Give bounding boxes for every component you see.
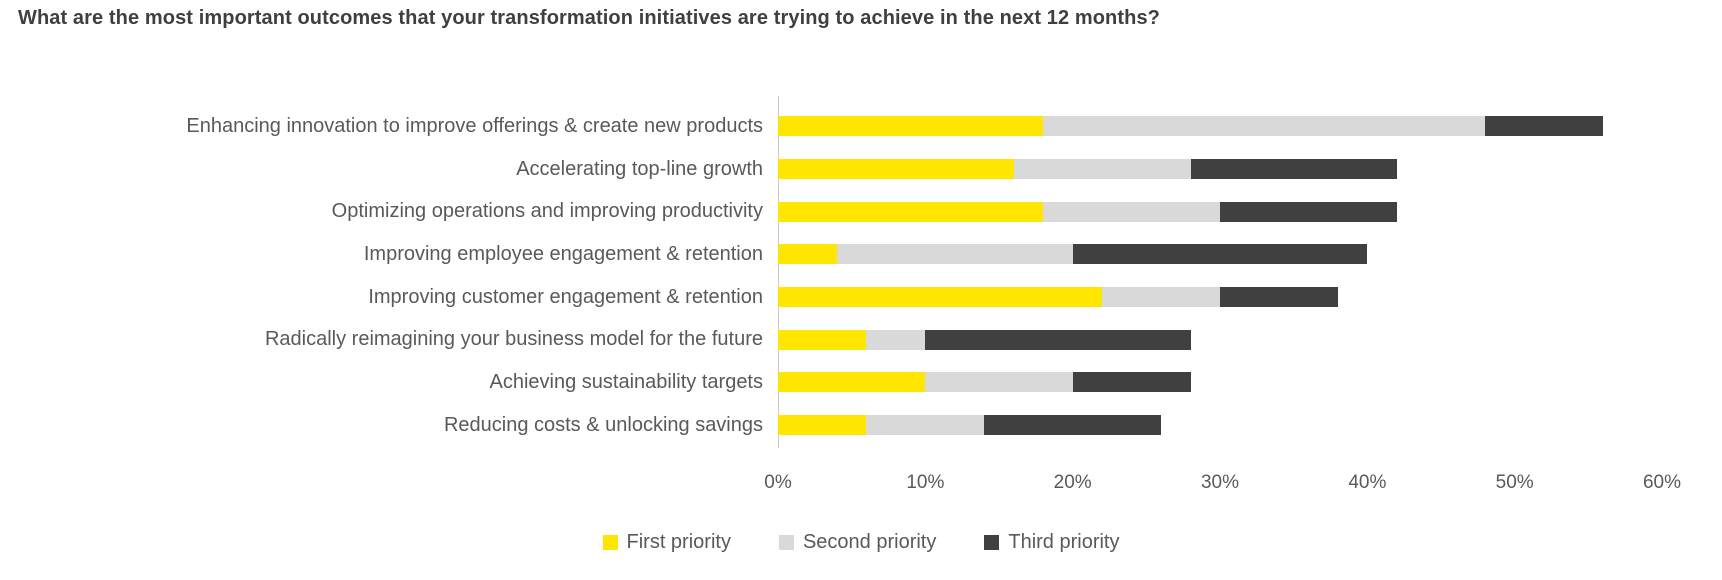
bar-segment-third-priority [1219,287,1338,308]
category-label: Enhancing innovation to improve offering… [186,114,763,137]
legend-label: First priority [626,531,731,553]
legend-label: Second priority [802,531,937,553]
category-label: Accelerating top-line growth [516,157,763,180]
category-label: Achieving sustainability targets [489,370,763,393]
bar-row: Optimizing operations and improving prod… [0,190,1722,233]
legend: First priority Second priority Third prior… [0,531,1722,554]
x-axis-tick: 40% [1348,472,1387,493]
legend-item-first-priority: First priority [602,531,731,554]
bar-segment-third-priority [1072,372,1191,393]
bar-segment-first-priority [778,244,837,265]
x-axis-tick: 60% [1642,472,1682,493]
category-label: Optimizing operations and improving prod… [331,200,763,223]
bar-segment-second-priority [1102,287,1220,308]
bar-rows-container: Enhancing innovation to improve offering… [0,105,1722,447]
bar-row: Radically reimagining your business mode… [0,318,1722,361]
bar-track [778,415,1662,436]
category-label: Radically reimagining your business mode… [264,328,763,351]
bar-segment-second-priority [866,329,926,350]
bar-track [778,159,1662,180]
bar-segment-first-priority [778,201,1044,222]
bar-row: Reducing costs & unlocking savings [0,404,1722,447]
bar-segment-first-priority [778,329,867,350]
x-axis-tick: 0% [764,472,792,493]
bar-segment-third-priority [1485,116,1604,137]
bar-segment-third-priority [1190,159,1397,180]
bar-segment-second-priority [866,415,985,436]
x-axis-tick: 30% [1200,472,1240,493]
bar-row: Achieving sustainability targets [0,361,1722,404]
bar-segment-second-priority [1013,159,1191,180]
bar-track [778,287,1662,308]
bar-row: Accelerating top-line growth [0,148,1722,191]
bar-segment-third-priority [1072,244,1368,265]
bar-segment-second-priority [1043,116,1486,137]
legend-swatch-icon [984,535,1000,550]
category-label: Improving customer engagement & retentio… [368,285,763,308]
x-axis-tick: 50% [1495,472,1534,493]
bar-row: Improving customer engagement & retentio… [0,276,1722,319]
category-label: Reducing costs & unlocking savings [443,413,763,436]
bar-segment-third-priority [984,415,1162,436]
bar-segment-second-priority [1043,201,1220,222]
x-axis-tick-labels: 0% 10% 20% 30% 40% 50% 60% [764,472,1681,498]
legend-swatch-icon [778,535,794,550]
bar-track [778,329,1662,350]
bar-segment-second-priority [925,372,1073,393]
x-axis-tick: 20% [1053,472,1092,493]
bar-track [778,244,1662,265]
legend-swatch-icon [602,535,618,550]
bar-segment-first-priority [778,415,867,436]
bar-segment-first-priority [778,116,1044,137]
bar-segment-third-priority [925,329,1191,350]
bar-track [778,201,1662,222]
x-axis-tick: 10% [906,472,945,493]
chart-title: What are the most important outcomes tha… [18,7,1160,29]
bar-track [778,372,1662,393]
bar-row: Enhancing innovation to improve offering… [0,105,1722,148]
legend-item-third-priority: Third priority [984,531,1120,554]
category-label: Improving employee engagement & retentio… [363,242,763,265]
bar-segment-first-priority [778,372,926,393]
bar-segment-first-priority [778,287,1103,308]
y-axis-line [778,96,779,448]
legend-label: Third priority [1008,531,1120,553]
bar-track [778,116,1662,137]
bar-segment-second-priority [836,244,1073,265]
bar-row: Improving employee engagement & retentio… [0,233,1722,276]
legend-item-second-priority: Second priority [778,531,937,554]
bar-segment-third-priority [1219,201,1397,222]
bar-segment-first-priority [778,159,1014,180]
